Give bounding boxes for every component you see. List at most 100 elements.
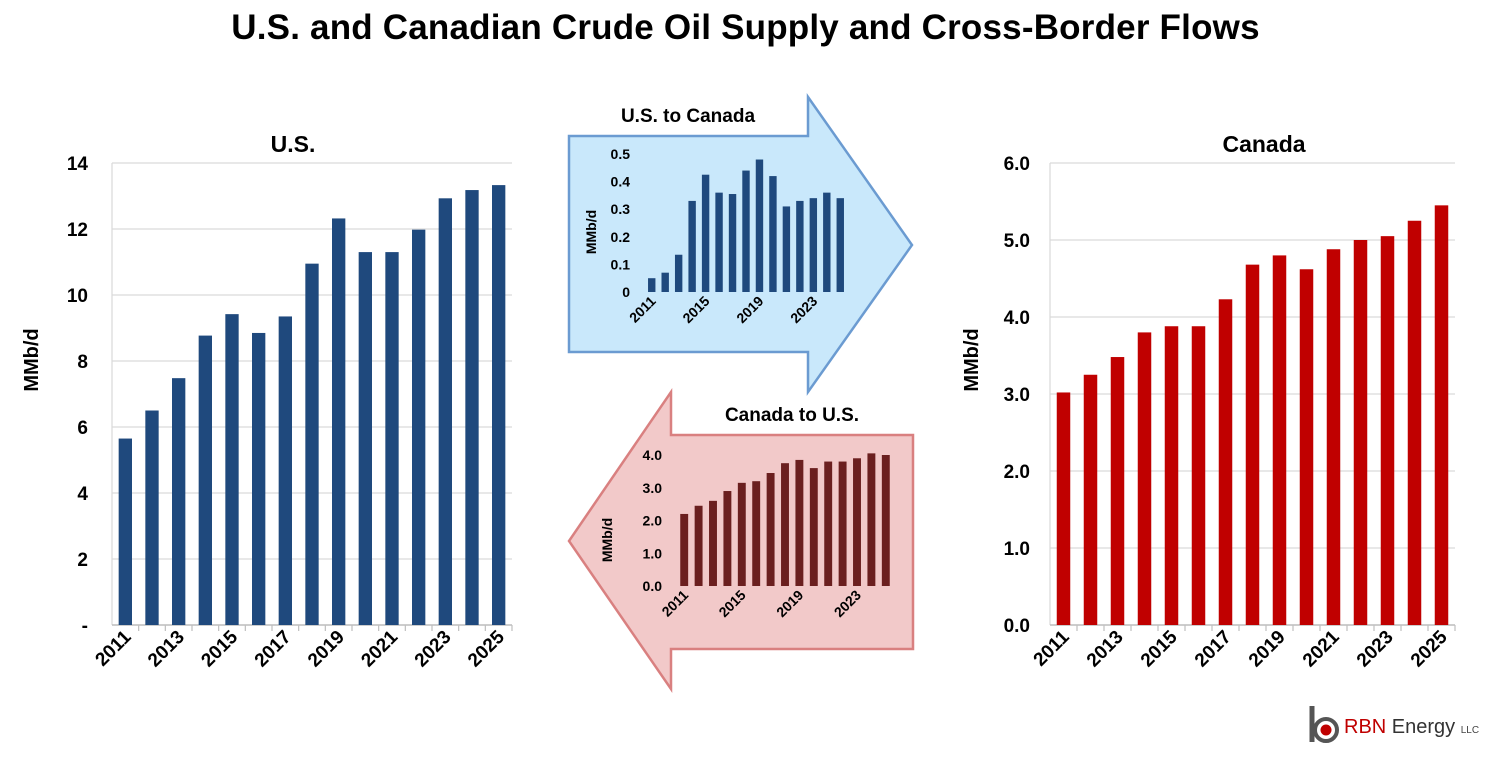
y-tick-label: 1.0	[1004, 539, 1030, 560]
y-tick-label: 1.0	[643, 545, 663, 561]
bar-2018	[1245, 264, 1260, 625]
bar-2017	[728, 194, 737, 292]
bar-2025	[492, 185, 506, 626]
us-to-canada-chart-title: U.S. to Canada	[621, 106, 756, 127]
y-tick-label: 0.2	[611, 229, 631, 245]
bar-2024	[1407, 220, 1422, 625]
bar-2016	[1191, 326, 1206, 625]
y-tick-label: 3.0	[643, 480, 663, 496]
bar-2024	[867, 453, 876, 586]
bar-2023	[853, 458, 861, 586]
bar-2020	[358, 252, 372, 625]
y-tick-label: 8	[77, 352, 88, 373]
y-tick-label: 2.0	[1004, 462, 1030, 483]
y-tick-label: 0.5	[611, 146, 631, 162]
y-tick-label: 10	[67, 286, 88, 307]
y-tick-label: 0.1	[611, 256, 631, 272]
y-tick-label: 0	[622, 284, 630, 300]
bar-2025	[881, 455, 890, 586]
y-axis-label: MMb/d	[961, 328, 983, 391]
bar-2015	[1164, 326, 1179, 625]
bar-2013	[674, 254, 683, 292]
y-tick-label: 12	[67, 220, 88, 241]
logo-suffix: LLC	[1460, 725, 1480, 736]
x-tick-label: 2013	[1083, 627, 1128, 672]
bar-2021	[824, 461, 833, 586]
bar-2011	[1056, 392, 1071, 625]
bar-2012	[661, 272, 669, 292]
x-tick-label: 2017	[1191, 627, 1236, 672]
bar-2012	[145, 410, 159, 625]
bar-2018	[781, 463, 789, 586]
bar-2016	[252, 332, 266, 625]
y-tick-label: 3.0	[1004, 385, 1030, 406]
bar-2017	[766, 473, 775, 586]
y-tick-label: 2	[77, 550, 88, 571]
bar-2012	[1083, 374, 1098, 625]
y-axis-label: MMb/d	[583, 210, 599, 254]
logo-brand: RBN	[1344, 716, 1387, 738]
bar-2017	[1218, 299, 1233, 625]
bar-2017	[278, 316, 292, 625]
bar-2023	[1380, 236, 1395, 625]
us-chart-title: U.S.	[271, 131, 316, 157]
rbn-logo-icon	[1309, 706, 1339, 743]
bar-2019	[795, 459, 804, 586]
bar-2013	[172, 378, 186, 625]
y-tick-label: -	[82, 616, 88, 637]
y-axis-label: MMb/d	[21, 328, 43, 391]
bar-2015	[225, 314, 239, 625]
bar-2016	[715, 192, 723, 292]
x-tick-label: 2019	[1245, 627, 1290, 672]
y-axis-label: MMb/d	[599, 518, 615, 562]
y-tick-label: 14	[67, 154, 89, 175]
bar-2021	[385, 252, 399, 625]
bar-2019	[1272, 255, 1287, 625]
x-tick-label: 2023	[1353, 627, 1398, 672]
bar-2013	[709, 500, 717, 586]
y-tick-label: 6	[77, 418, 88, 439]
bar-2014	[198, 335, 212, 625]
bar-2011	[648, 278, 656, 292]
bar-2014	[1137, 332, 1152, 625]
x-tick-label: 2015	[1137, 626, 1182, 671]
bar-2011	[680, 513, 689, 586]
y-tick-label: 0.4	[611, 174, 631, 190]
canada-to-us-chart-title: Canada to U.S.	[725, 405, 859, 426]
y-tick-label: 4.0	[643, 447, 663, 463]
bar-2022	[1353, 240, 1368, 625]
y-tick-label: 4	[77, 484, 88, 505]
bar-2022	[838, 461, 847, 586]
bar-2019	[755, 159, 764, 292]
logo-text: RBN Energy LLC	[1344, 716, 1479, 739]
bar-2012	[694, 505, 703, 586]
bar-2019	[332, 218, 346, 625]
y-tick-label: 6.0	[1004, 154, 1030, 175]
bar-2013	[1110, 357, 1125, 625]
bar-2020	[1299, 269, 1314, 625]
bar-2024	[465, 190, 479, 625]
logo-word: Energy	[1391, 716, 1456, 738]
canada-chart-title: Canada	[1222, 131, 1305, 157]
bar-2011	[118, 438, 132, 625]
rbn-energy-logo: RBN Energy LLC	[1304, 702, 1479, 746]
y-tick-label: 0.0	[643, 578, 663, 594]
x-tick-label: 2011	[1030, 626, 1074, 670]
bar-2014	[723, 491, 732, 586]
bar-2025	[836, 198, 844, 292]
bar-2018	[742, 170, 750, 292]
bar-2014	[688, 200, 696, 292]
y-tick-label: 5.0	[1004, 231, 1030, 252]
bar-2024	[823, 192, 831, 292]
bar-2022	[796, 200, 804, 292]
us-to-canada-arrow	[567, 93, 914, 396]
y-tick-label: 2.0	[643, 513, 663, 529]
bar-2021	[782, 206, 791, 292]
bar-2018	[305, 263, 319, 625]
page-title: U.S. and Canadian Crude Oil Supply and C…	[231, 8, 1260, 47]
bar-2020	[769, 176, 777, 292]
bar-2016	[752, 481, 761, 586]
